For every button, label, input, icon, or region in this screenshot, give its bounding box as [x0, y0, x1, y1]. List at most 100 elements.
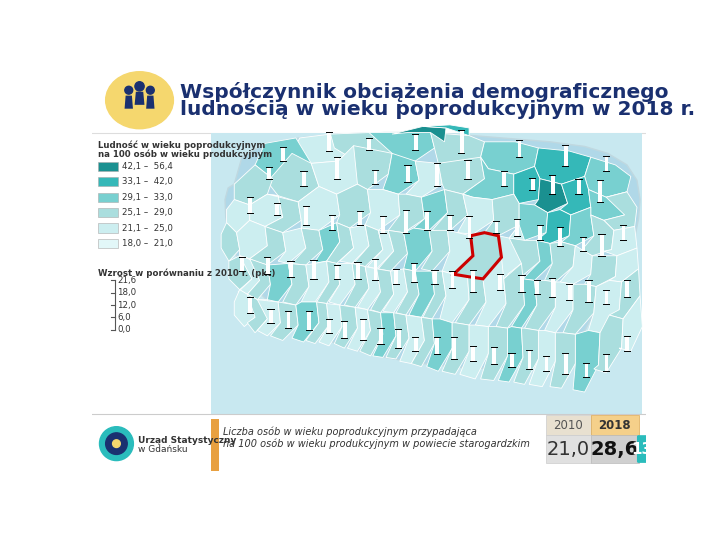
Polygon shape — [409, 271, 434, 318]
Bar — [626, 336, 629, 351]
Bar — [598, 180, 603, 202]
Polygon shape — [311, 146, 365, 194]
Bar — [495, 221, 498, 233]
Circle shape — [125, 86, 132, 94]
Polygon shape — [457, 194, 494, 234]
Polygon shape — [463, 157, 514, 200]
Polygon shape — [234, 289, 257, 327]
Polygon shape — [475, 257, 506, 327]
Bar — [516, 219, 519, 236]
Polygon shape — [135, 92, 145, 105]
Bar — [305, 206, 308, 225]
Bar — [472, 346, 475, 361]
Bar — [382, 215, 385, 233]
Text: 13: 13 — [631, 442, 653, 456]
Text: 18,0 –  21,0: 18,0 – 21,0 — [122, 239, 173, 248]
Bar — [414, 134, 418, 150]
Polygon shape — [392, 126, 446, 142]
Polygon shape — [292, 228, 323, 265]
Polygon shape — [340, 225, 369, 264]
Bar — [492, 347, 496, 363]
Polygon shape — [388, 194, 425, 233]
Bar — [240, 257, 244, 271]
Polygon shape — [334, 305, 357, 348]
Polygon shape — [278, 228, 306, 264]
Text: 6,0: 6,0 — [117, 313, 131, 322]
Polygon shape — [604, 192, 637, 231]
Bar — [335, 265, 339, 279]
Polygon shape — [386, 313, 409, 359]
Polygon shape — [421, 231, 450, 271]
Polygon shape — [511, 279, 537, 328]
Bar — [510, 353, 514, 367]
Polygon shape — [560, 177, 590, 215]
Polygon shape — [423, 271, 446, 319]
Polygon shape — [348, 307, 371, 351]
Text: Wzrost w porównaniu z 2010 r. (pkt): Wzrost w porównaniu z 2010 r. (pkt) — [98, 268, 275, 278]
Polygon shape — [225, 132, 640, 368]
Polygon shape — [525, 280, 555, 330]
Bar — [302, 171, 306, 186]
Bar — [211, 132, 642, 415]
Polygon shape — [550, 333, 575, 388]
Polygon shape — [354, 225, 383, 267]
Bar — [539, 225, 542, 240]
Bar — [546, 435, 590, 463]
Polygon shape — [481, 327, 508, 381]
Polygon shape — [146, 96, 155, 109]
Bar — [414, 338, 418, 351]
Polygon shape — [369, 132, 434, 161]
Polygon shape — [609, 269, 640, 319]
Text: 25,1 –  29,0: 25,1 – 29,0 — [122, 208, 173, 217]
Text: ludnością w wieku poprodukcyjnym w 2018 r.: ludnością w wieku poprodukcyjnym w 2018 … — [180, 99, 696, 119]
Bar — [605, 156, 608, 171]
Polygon shape — [221, 222, 240, 261]
Bar — [466, 159, 470, 179]
Polygon shape — [354, 146, 392, 190]
Text: 2010: 2010 — [554, 418, 583, 431]
Polygon shape — [306, 302, 329, 343]
Text: 28,6: 28,6 — [590, 440, 639, 458]
Polygon shape — [563, 284, 596, 334]
Polygon shape — [227, 200, 250, 233]
Bar — [379, 328, 383, 343]
Text: 18,0: 18,0 — [117, 288, 136, 297]
Polygon shape — [534, 148, 590, 184]
Polygon shape — [344, 264, 369, 307]
Bar — [503, 171, 506, 186]
Polygon shape — [237, 220, 267, 259]
Bar — [328, 319, 331, 333]
Polygon shape — [248, 259, 271, 300]
Bar — [590, 415, 639, 435]
Bar — [359, 211, 362, 225]
Bar — [395, 269, 398, 284]
Polygon shape — [544, 242, 575, 282]
Ellipse shape — [106, 72, 174, 129]
Polygon shape — [488, 225, 525, 279]
Text: Współczynnik obciążenia demograficznego: Współczynnik obciążenia demograficznego — [180, 82, 669, 102]
Polygon shape — [423, 125, 469, 136]
Text: 42,1 –  56,4: 42,1 – 56,4 — [122, 162, 173, 171]
Bar — [546, 415, 590, 435]
Polygon shape — [383, 153, 419, 194]
Polygon shape — [411, 318, 434, 367]
Polygon shape — [406, 161, 442, 197]
Bar — [312, 260, 316, 279]
Polygon shape — [454, 233, 501, 279]
Bar — [267, 167, 271, 179]
Text: 21,1 –  25,0: 21,1 – 25,0 — [122, 224, 173, 233]
Polygon shape — [365, 190, 400, 231]
Polygon shape — [455, 276, 486, 325]
Bar — [98, 193, 118, 202]
Polygon shape — [283, 264, 309, 305]
Bar — [544, 356, 549, 372]
Bar — [98, 162, 118, 171]
Polygon shape — [257, 300, 281, 336]
Bar — [567, 284, 572, 300]
Bar — [406, 165, 410, 182]
Polygon shape — [250, 226, 286, 265]
Bar — [551, 278, 554, 298]
Polygon shape — [301, 261, 329, 302]
Bar — [98, 239, 118, 248]
Text: 21,0: 21,0 — [547, 440, 590, 458]
